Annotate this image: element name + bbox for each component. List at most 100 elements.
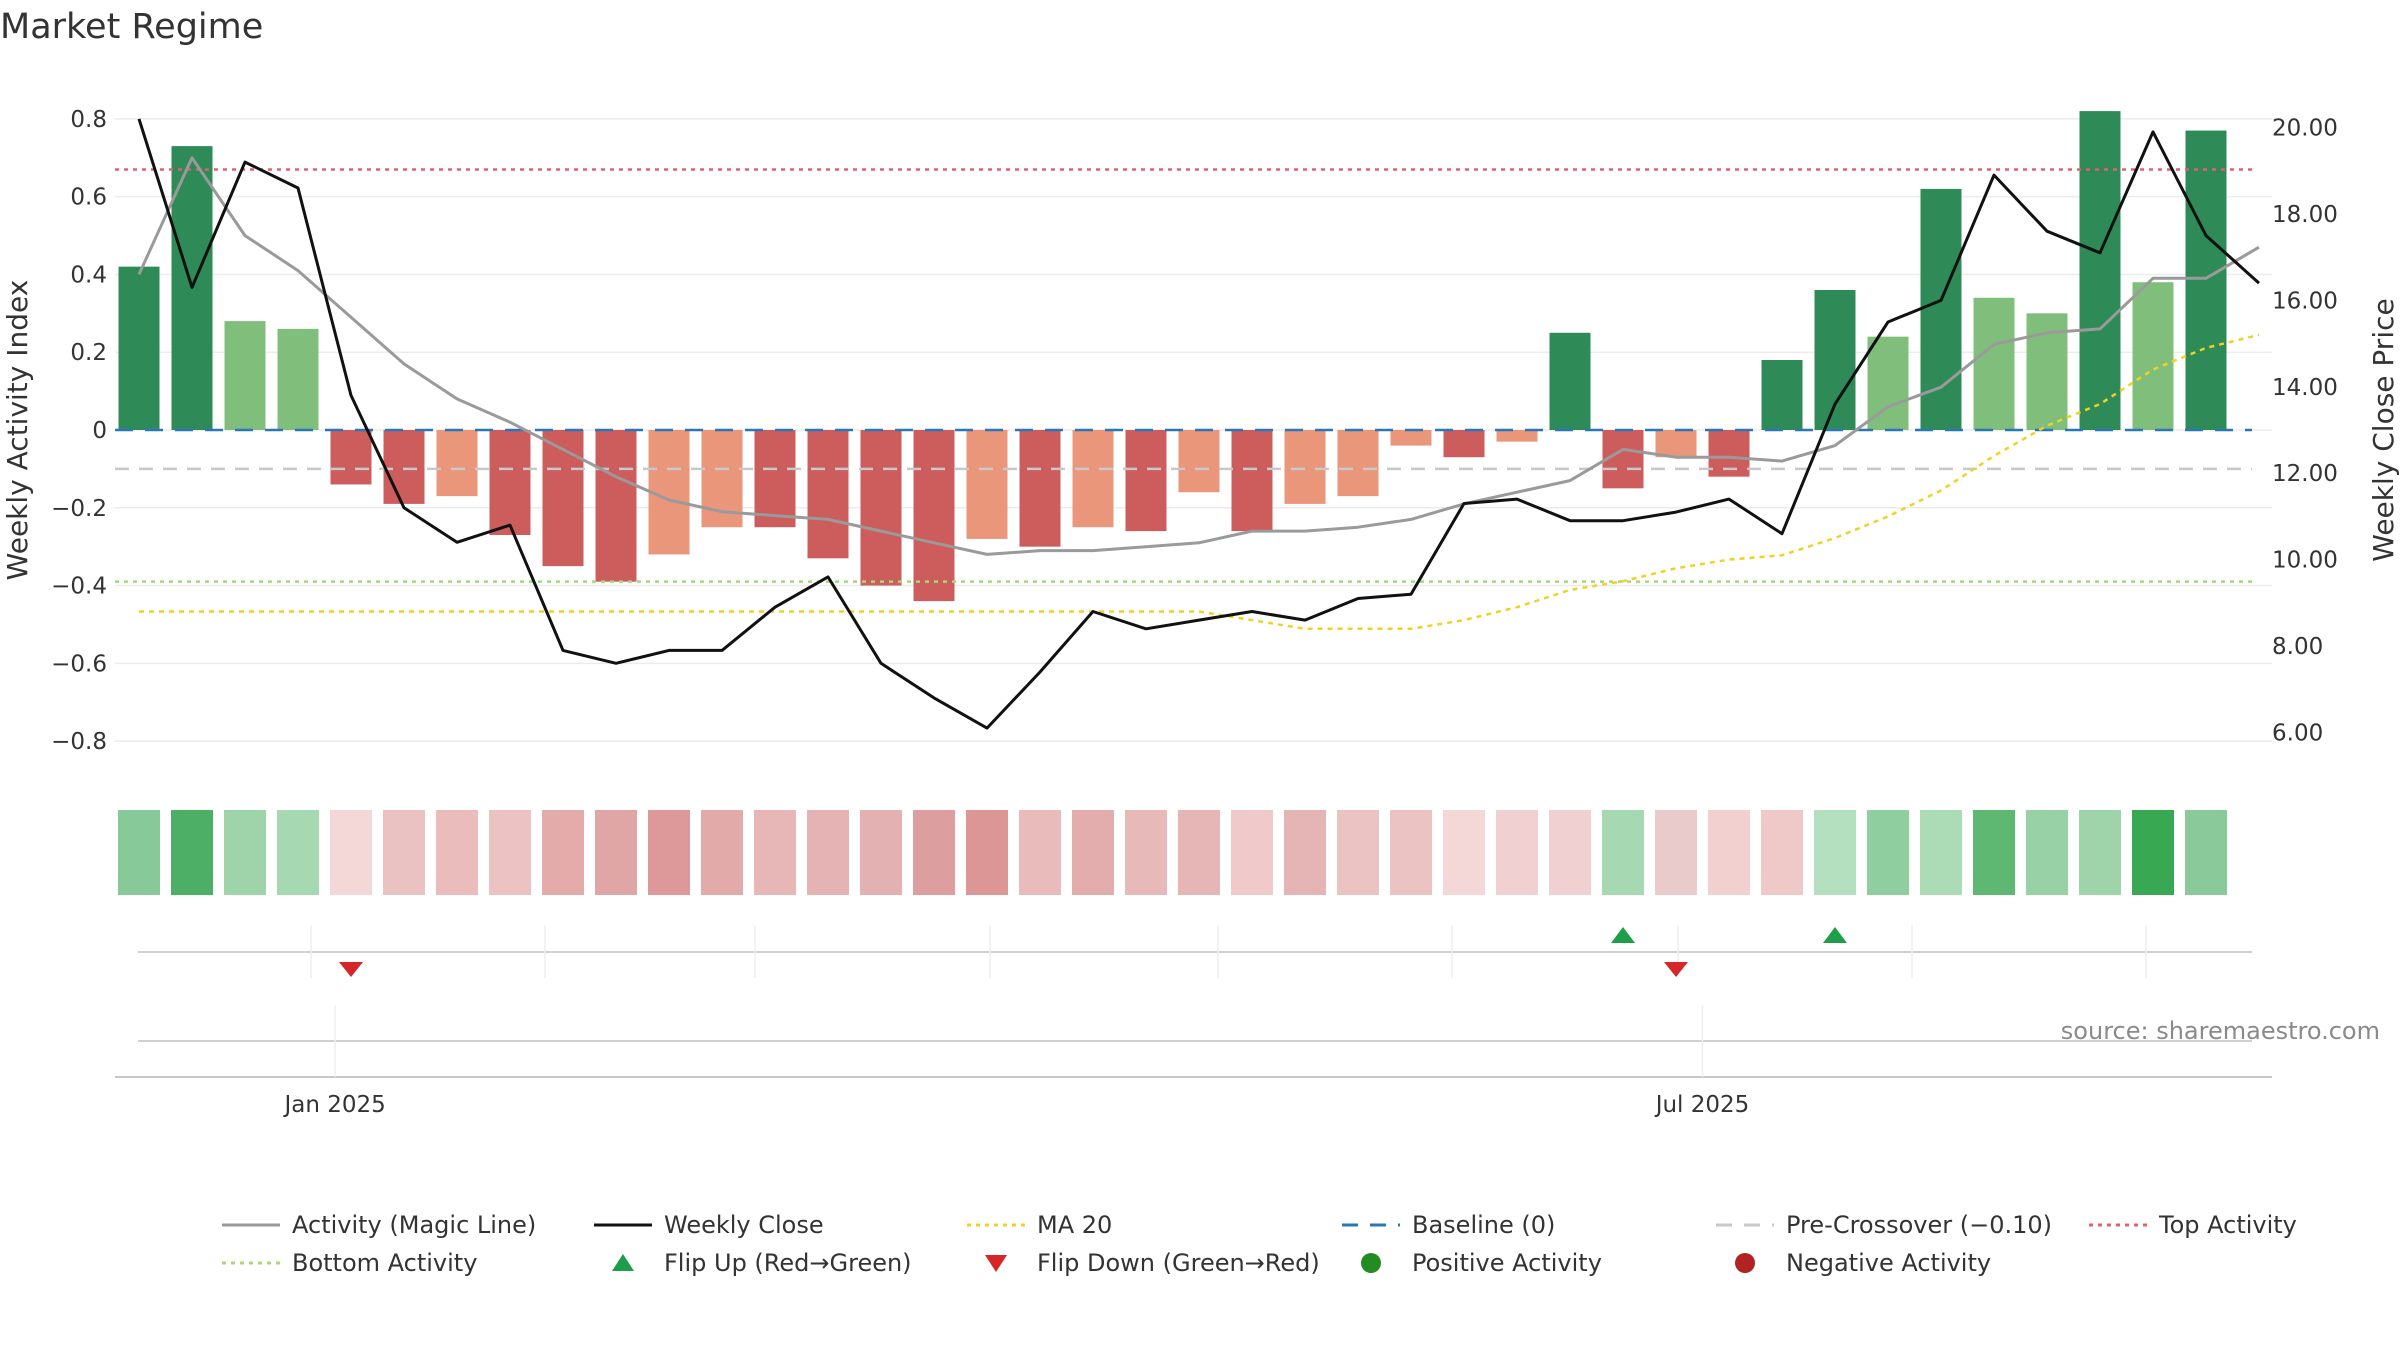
legend-label: Negative Activity [1786,1249,1991,1277]
activity-bar [436,430,478,497]
activity-bar [1284,430,1326,504]
legend-item: Flip Up (Red→Green) [612,1249,912,1277]
heat-cell [1125,810,1167,895]
activity-bar [807,430,849,559]
flip-up-marker [1611,927,1635,943]
heat-cell [701,810,743,895]
ma20-line [139,333,2260,631]
left-tick-label: 0.8 [70,107,107,133]
legend-label: Pre-Crossover (−0.10) [1786,1211,2052,1239]
heat-cell [436,810,478,895]
series-lines [137,118,2261,730]
activity-bar [1496,430,1538,442]
legend-item: Weekly Close [594,1211,824,1239]
flip-down-marker [339,962,363,977]
left-tick-label: −0.8 [51,729,107,755]
heat-cell [1602,810,1644,895]
legend-label: Flip Up (Red→Green) [664,1249,912,1277]
heat-cell [1284,810,1326,895]
left-tick-label: 0 [92,418,107,444]
legend-item: Pre-Crossover (−0.10) [1716,1211,2052,1239]
heat-cell [1761,810,1803,895]
weekly-close-line [137,118,2261,730]
activity-bar [1019,430,1061,547]
source-note: source: sharemaestro.com [2061,1017,2380,1045]
left-tick-label: −0.2 [51,496,107,522]
flip-up-marker [1823,927,1847,943]
heat-cell [1019,810,1061,895]
heat-cell [1178,810,1220,895]
legend-label: Bottom Activity [292,1249,477,1277]
left-tick-label: −0.4 [51,574,107,600]
heat-cell [330,810,372,895]
activity-bar [1549,332,1591,430]
right-tick-label: 10.00 [2272,548,2338,574]
activity-bar [595,430,637,582]
activity-bar [1814,290,1856,430]
activity-bar [754,430,796,528]
legend-label: MA 20 [1037,1211,1112,1239]
heat-cell [1231,810,1273,895]
heat-cell [1337,810,1379,895]
heat-cell [171,810,213,895]
heat-cell [807,810,849,895]
legend-item: Bottom Activity [222,1249,477,1277]
heat-cell [1072,810,1114,895]
heat-cell [2185,810,2227,895]
bottom-panel: Jan 2025 Jul 2025 [115,1005,2272,1118]
heat-cell [1973,810,2015,895]
right-axis-title: Weekly Close Price [2367,298,2400,561]
heat-cell [1920,810,1962,895]
heat-cell [1814,810,1856,895]
legend-label: Activity (Magic Line) [292,1211,536,1239]
right-tick-label: 12.00 [2272,461,2338,487]
legend-item: Activity (Magic Line) [222,1211,536,1239]
legend-item: Positive Activity [1361,1249,1602,1277]
heat-cell [913,810,955,895]
activity-bar [1761,360,1803,430]
left-axis-title: Weekly Activity Index [1,280,34,581]
heat-cell [277,810,319,895]
legend-label: Top Activity [2158,1211,2297,1239]
heat-cell [118,810,160,895]
heat-cell [754,810,796,895]
reference-lines [115,168,2252,583]
right-tick-label: 20.00 [2272,116,2338,142]
legend-swatch [985,1255,1007,1272]
activity-bar [542,430,584,567]
left-tick-label: −0.6 [51,651,107,677]
heat-cell [2026,810,2068,895]
right-tick-label: 14.00 [2272,375,2338,401]
activity-bar [1655,430,1697,458]
activity-bar [2079,111,2121,430]
activity-heat-strip [118,810,2227,895]
heat-cell [1549,810,1591,895]
activity-bar [860,430,902,586]
activity-bar [383,430,425,504]
legend-item: Negative Activity [1735,1249,1991,1277]
x-tick-label: Jan 2025 [282,1092,385,1118]
activity-bar [1337,430,1379,497]
flip-markers-panel [138,925,2252,978]
activity-bar [913,430,955,602]
activity-bar [1231,430,1273,532]
heat-cell [1867,810,1909,895]
activity-magic-line [137,156,2260,556]
heat-cell [860,810,902,895]
right-tick-label: 6.00 [2272,720,2323,746]
legend-swatch [1361,1253,1381,1273]
activity-bar [118,266,160,430]
left-tick-label: 0.4 [70,262,107,288]
right-tick-label: 18.00 [2272,202,2338,228]
heat-cell [966,810,1008,895]
activity-bar [1178,430,1220,493]
left-tick-label: 0.6 [70,185,107,211]
activity-bar [966,430,1008,539]
x-tick-label: Jul 2025 [1654,1092,1750,1118]
axes: 0.8 0.6 0.4 0.2 0 −0.2 −0.4 −0.6 −0.8 20.00 18.00 1… [1,107,2400,755]
activity-bar [224,321,266,430]
legend-label: Positive Activity [1412,1249,1602,1277]
heat-cell [595,810,637,895]
heat-cell [542,810,584,895]
